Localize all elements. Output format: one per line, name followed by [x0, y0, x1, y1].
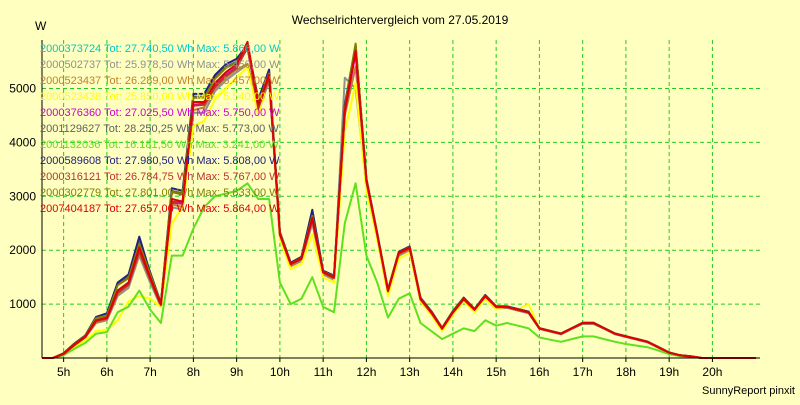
- tick-labels: 5h 6h 7h 8h 9h 10h 11h 12h 13h 14h 15h 16h 17h 18h 19h…: [9, 82, 722, 379]
- series-line: [42, 182, 756, 359]
- legend-entry: 2001132036 Tot: 16.181,50 Wh Max: 3.241,…: [40, 139, 279, 151]
- x-tick-label: 12h: [356, 365, 376, 379]
- legend-entry: 2000302779 Tot: 27.801,00 Wh Max: 5.833,…: [40, 187, 280, 199]
- legend-entry: 2000502737 Tot: 25.978,50 Wh Max: 5.450,…: [40, 59, 280, 71]
- series-lines: [42, 40, 756, 359]
- x-tick-label: 17h: [573, 365, 593, 379]
- legend: 2000373724 Tot: 27.740,50 Wh Max: 5.866,…: [40, 43, 280, 215]
- chart-title: Wechselrichtervergleich vom 27.05.2019: [292, 13, 509, 27]
- x-tick-label: 16h: [529, 365, 549, 379]
- y-tick-label: 3000: [9, 189, 36, 203]
- y-axis-label: W: [35, 19, 47, 33]
- y-tick-label: 4000: [9, 135, 36, 149]
- y-tick-label: 1000: [9, 297, 36, 311]
- x-tick-label: 14h: [443, 365, 463, 379]
- series-line: [42, 40, 756, 359]
- y-tick-label: 5000: [9, 82, 36, 96]
- x-tick-label: 19h: [659, 365, 679, 379]
- x-tick-label: 18h: [616, 365, 636, 379]
- x-tick-label: 11h: [314, 365, 333, 379]
- x-tick-label: 6h: [100, 365, 113, 379]
- legend-entry: 2000589608 Tot: 27.980,50 Wh Max: 5.808,…: [40, 155, 280, 167]
- x-tick-label: 10h: [270, 365, 290, 379]
- footer-credit: SunnyReport pinxit: [702, 385, 795, 397]
- legend-entry: 2000376360 Tot: 27.025,50 Wh Max: 5.750,…: [40, 107, 280, 119]
- legend-entry: 2000316121 Tot: 26.784,75 Wh Max: 5.767,…: [40, 171, 280, 183]
- y-tick-label: 2000: [9, 243, 36, 257]
- x-tick-label: 7h: [143, 365, 156, 379]
- legend-entry: 2000523437 Tot: 26.289,00 Wh Max: 5.457,…: [40, 75, 280, 87]
- legend-entry: 2001129627 Tot: 28.250,25 Wh Max: 5.773,…: [40, 123, 279, 135]
- x-tick-label: 5h: [57, 365, 70, 379]
- legend-entry: 2000373724 Tot: 27.740,50 Wh Max: 5.866,…: [40, 43, 280, 55]
- x-tick-label: 13h: [400, 365, 420, 379]
- x-tick-label: 9h: [230, 365, 243, 379]
- x-tick-label: 20h: [702, 365, 722, 379]
- x-tick-label: 8h: [187, 365, 200, 379]
- x-tick-label: 15h: [486, 365, 506, 379]
- axes: [41, 40, 760, 362]
- legend-entry: 2007404187 Tot: 27.657,00 Wh Max: 5.864,…: [40, 203, 280, 215]
- legend-entry: 2000523438 Tot: 25.850,00 Wh Max: 5.540,…: [40, 91, 280, 103]
